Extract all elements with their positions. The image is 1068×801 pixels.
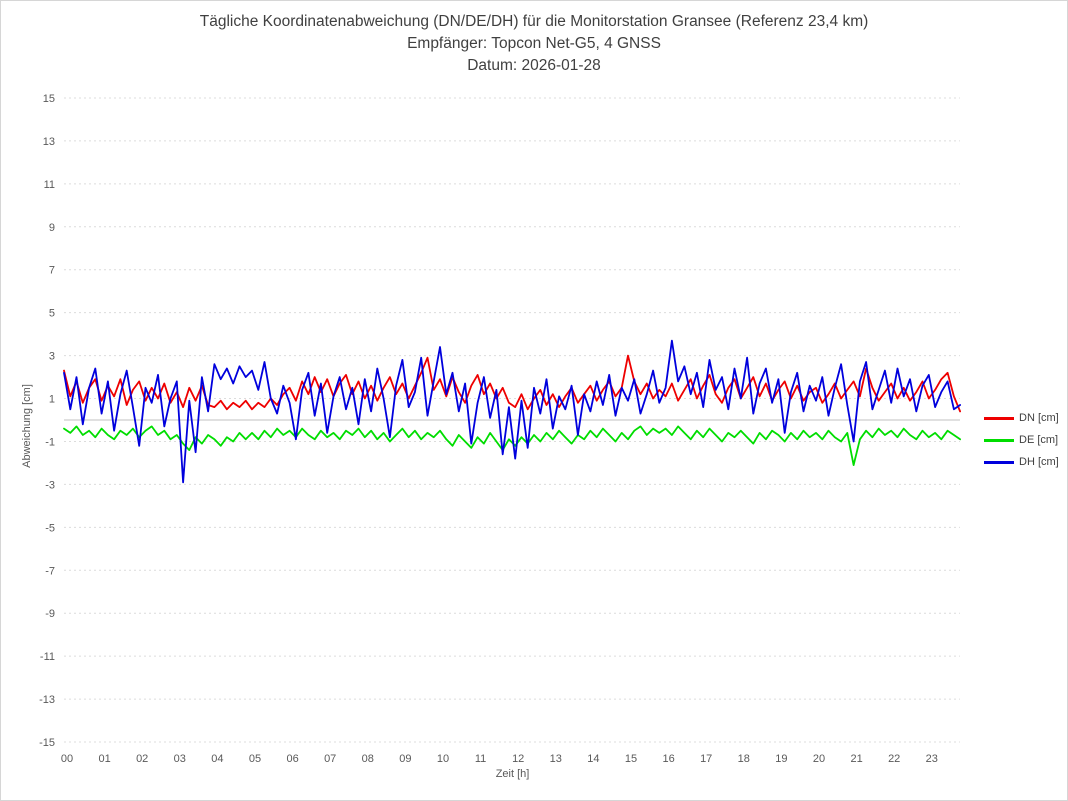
x-tick-label-10: 10 xyxy=(437,753,449,765)
y-tick-label--1: -1 xyxy=(45,436,55,448)
y-tick-label--9: -9 xyxy=(45,608,55,620)
x-tick-label-21: 21 xyxy=(850,753,862,765)
legend-line-de xyxy=(984,438,1014,442)
legend: DN [cm] DE [cm] DH [cm] xyxy=(984,411,1059,469)
x-tick-label-22: 22 xyxy=(888,753,900,765)
x-tick-label-19: 19 xyxy=(775,753,787,765)
y-tick-label-15: 15 xyxy=(43,93,55,105)
x-tick-label-15: 15 xyxy=(625,753,637,765)
x-axis-title: Zeit [h] xyxy=(495,768,530,780)
series-line-dn xyxy=(63,354,961,413)
x-tick-label-04: 04 xyxy=(211,753,223,765)
legend-line-dn xyxy=(984,416,1014,420)
y-tick-label--11: -11 xyxy=(40,651,55,663)
x-tick-label-08: 08 xyxy=(362,753,374,765)
series-line-dh xyxy=(63,339,961,484)
legend-label-dn: DN [cm] xyxy=(1019,412,1059,424)
x-tick-label-00: 00 xyxy=(61,753,73,765)
y-tick-label-7: 7 xyxy=(49,265,55,277)
x-tick-label-11: 11 xyxy=(475,753,486,765)
x-tick-label-23: 23 xyxy=(926,753,938,765)
legend-label-dh: DH [cm] xyxy=(1019,456,1059,468)
y-tick-label--15: -15 xyxy=(39,737,55,749)
x-tick-label-02: 02 xyxy=(136,753,148,765)
y-tick-label-5: 5 xyxy=(49,308,55,320)
x-tick-label-12: 12 xyxy=(512,753,524,765)
x-tick-label-06: 06 xyxy=(286,753,298,765)
y-tick-label-1: 1 xyxy=(49,394,55,406)
chart-title: Tägliche Koordinatenabweichung (DN/DE/DH… xyxy=(199,13,869,30)
legend-label-de: DE [cm] xyxy=(1019,434,1059,446)
legend-line-dh xyxy=(984,460,1014,464)
series-line-de xyxy=(63,425,961,467)
x-tick-label-20: 20 xyxy=(813,753,825,765)
y-tick-label--5: -5 xyxy=(45,522,55,534)
legend-item-dn: DN [cm] xyxy=(984,411,1059,425)
title-block: Tägliche Koordinatenabweichung (DN/DE/DH… xyxy=(1,11,1067,77)
y-tick-label--3: -3 xyxy=(45,479,55,491)
y-tick-label-13: 13 xyxy=(43,136,55,148)
y-tick-label-9: 9 xyxy=(49,222,55,234)
x-tick-label-16: 16 xyxy=(662,753,674,765)
y-tick-label--7: -7 xyxy=(45,565,55,577)
chart-subtitle: Empfänger: Topcon Net-G5, 4 GNSS xyxy=(407,35,661,52)
x-tick-label-13: 13 xyxy=(550,753,562,765)
legend-item-de: DE [cm] xyxy=(984,433,1059,447)
x-tick-label-03: 03 xyxy=(174,753,186,765)
y-axis-title: Abweichung [cm] xyxy=(21,384,33,468)
y-tick-label-3: 3 xyxy=(49,351,55,363)
x-tick-label-17: 17 xyxy=(700,753,712,765)
x-tick-label-14: 14 xyxy=(587,753,599,765)
x-tick-label-01: 01 xyxy=(98,753,110,765)
x-tick-label-07: 07 xyxy=(324,753,336,765)
x-tick-label-09: 09 xyxy=(399,753,411,765)
legend-item-dh: DH [cm] xyxy=(984,455,1059,469)
y-tick-label--13: -13 xyxy=(39,694,55,706)
x-tick-label-18: 18 xyxy=(738,753,750,765)
x-tick-label-05: 05 xyxy=(249,753,261,765)
y-tick-label-11: 11 xyxy=(44,179,55,191)
chart-date: Datum: 2026-01-28 xyxy=(467,57,601,74)
